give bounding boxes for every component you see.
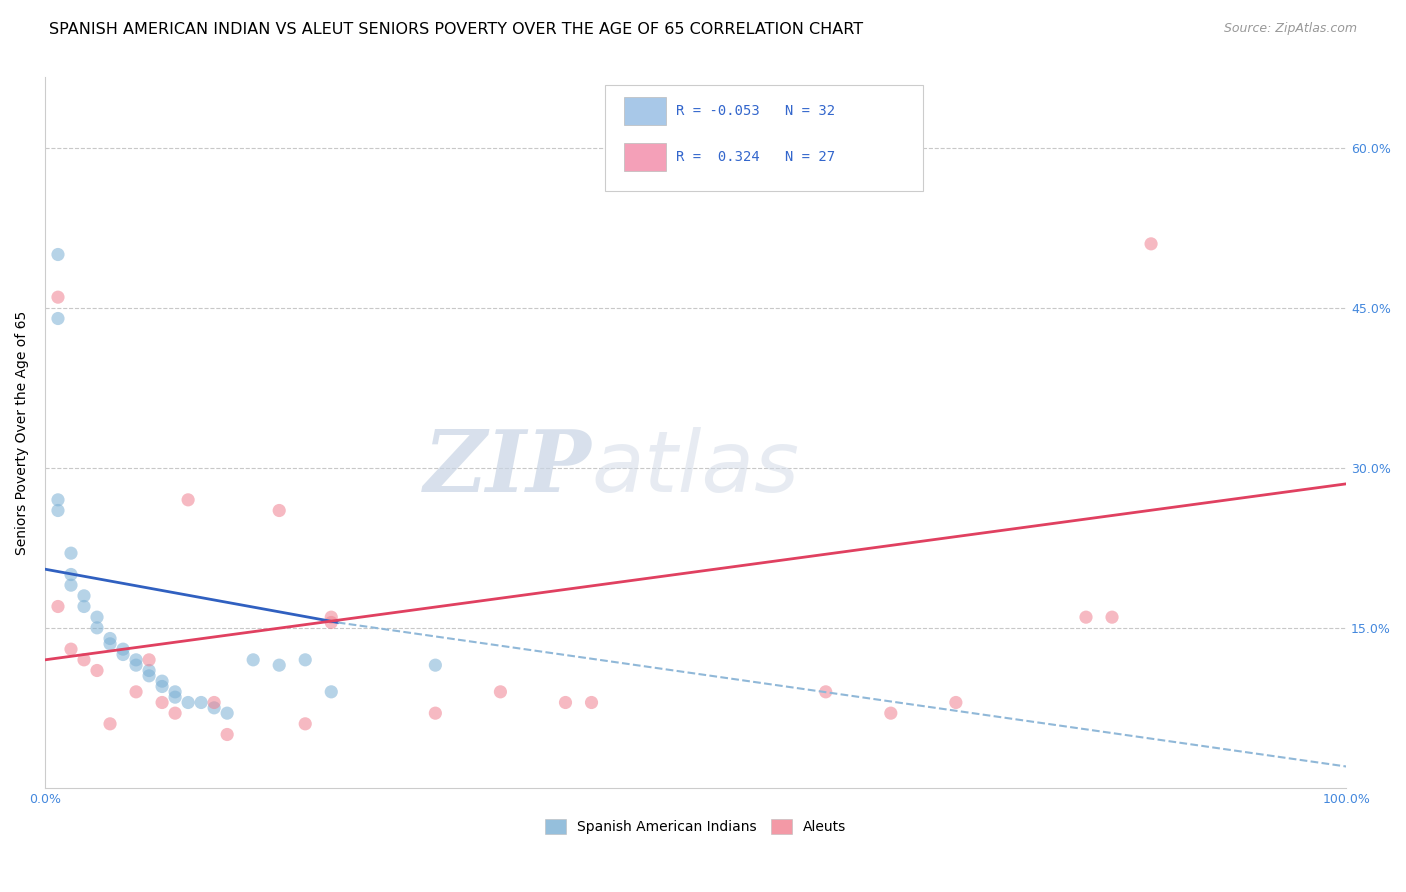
Point bbox=[98, 716, 121, 731]
Point bbox=[321, 615, 343, 630]
Point bbox=[202, 701, 225, 715]
Point bbox=[165, 685, 187, 699]
FancyBboxPatch shape bbox=[605, 85, 924, 191]
FancyBboxPatch shape bbox=[624, 96, 665, 125]
Point bbox=[150, 680, 173, 694]
Text: Source: ZipAtlas.com: Source: ZipAtlas.com bbox=[1223, 22, 1357, 36]
Point bbox=[190, 696, 212, 710]
Point bbox=[73, 589, 96, 603]
Point bbox=[138, 653, 160, 667]
Point bbox=[46, 599, 69, 614]
Point bbox=[73, 599, 96, 614]
Point bbox=[294, 653, 316, 667]
Point bbox=[46, 247, 69, 261]
Point bbox=[217, 706, 239, 721]
Point bbox=[1074, 610, 1097, 624]
Point bbox=[86, 610, 108, 624]
Point bbox=[425, 658, 447, 673]
Point bbox=[98, 632, 121, 646]
Point bbox=[165, 706, 187, 721]
Point bbox=[202, 696, 225, 710]
Point bbox=[150, 674, 173, 689]
Point bbox=[945, 696, 967, 710]
Point bbox=[125, 658, 148, 673]
Point bbox=[165, 690, 187, 705]
Point bbox=[425, 706, 447, 721]
Point bbox=[321, 610, 343, 624]
Point bbox=[177, 492, 200, 507]
Point bbox=[1140, 236, 1163, 251]
Point bbox=[59, 546, 82, 560]
Point bbox=[59, 567, 82, 582]
Point bbox=[46, 290, 69, 304]
Point bbox=[46, 503, 69, 517]
Legend: Spanish American Indians, Aleuts: Spanish American Indians, Aleuts bbox=[546, 820, 846, 834]
Point bbox=[86, 621, 108, 635]
Point bbox=[294, 716, 316, 731]
Point bbox=[814, 685, 837, 699]
Point bbox=[880, 706, 903, 721]
Point bbox=[554, 696, 576, 710]
Point bbox=[150, 696, 173, 710]
Point bbox=[138, 669, 160, 683]
Y-axis label: Seniors Poverty Over the Age of 65: Seniors Poverty Over the Age of 65 bbox=[15, 310, 30, 555]
Text: atlas: atlas bbox=[592, 426, 800, 509]
Point bbox=[46, 492, 69, 507]
Point bbox=[59, 578, 82, 592]
Point bbox=[269, 503, 291, 517]
Text: ZIP: ZIP bbox=[423, 426, 592, 510]
Point bbox=[217, 727, 239, 741]
Point bbox=[242, 653, 264, 667]
Point bbox=[125, 653, 148, 667]
Point bbox=[46, 311, 69, 326]
Point bbox=[86, 664, 108, 678]
Point bbox=[138, 664, 160, 678]
Point bbox=[489, 685, 512, 699]
Point bbox=[98, 637, 121, 651]
FancyBboxPatch shape bbox=[624, 143, 665, 171]
Point bbox=[112, 648, 135, 662]
Point bbox=[1101, 610, 1123, 624]
Point bbox=[73, 653, 96, 667]
Point bbox=[177, 696, 200, 710]
Text: R =  0.324   N = 27: R = 0.324 N = 27 bbox=[676, 150, 835, 164]
Point bbox=[112, 642, 135, 657]
Text: SPANISH AMERICAN INDIAN VS ALEUT SENIORS POVERTY OVER THE AGE OF 65 CORRELATION : SPANISH AMERICAN INDIAN VS ALEUT SENIORS… bbox=[49, 22, 863, 37]
Point bbox=[59, 642, 82, 657]
Text: R = -0.053   N = 32: R = -0.053 N = 32 bbox=[676, 103, 835, 118]
Point bbox=[125, 685, 148, 699]
Point bbox=[269, 658, 291, 673]
Point bbox=[321, 685, 343, 699]
Point bbox=[581, 696, 603, 710]
